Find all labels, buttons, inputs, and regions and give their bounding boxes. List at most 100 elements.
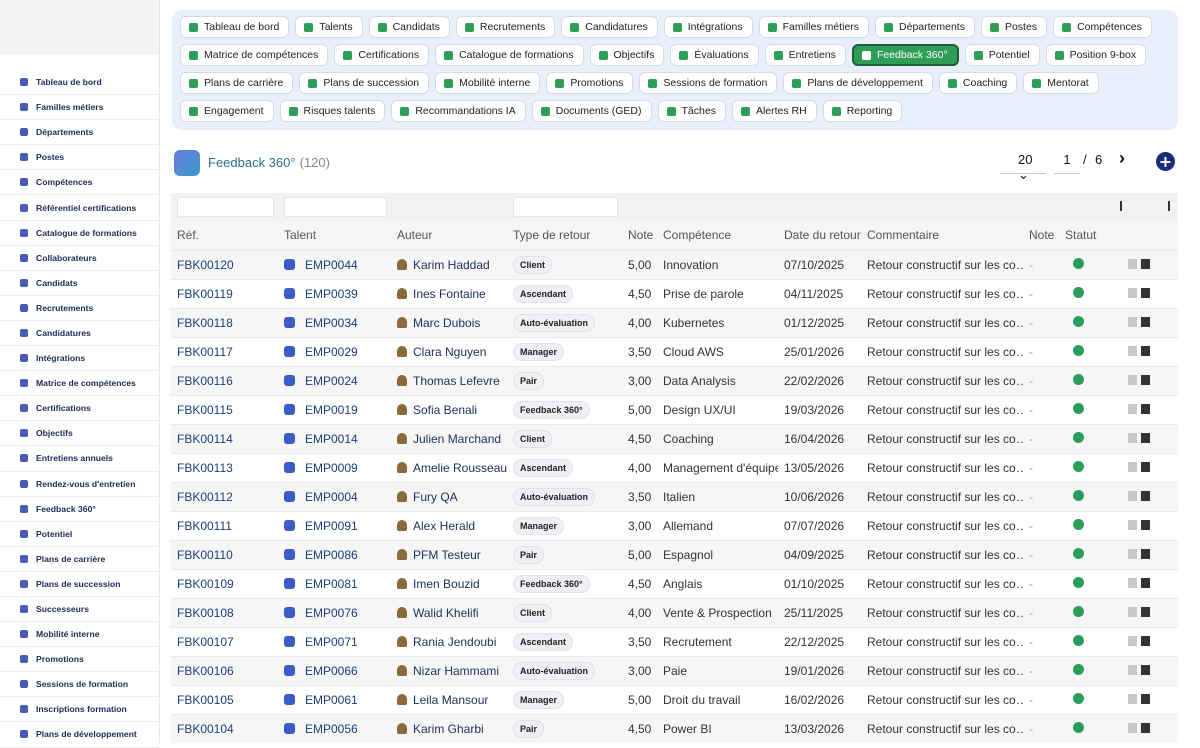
table-row[interactable]: FBK00104 EMP0056 Karim Gharbi Pair 4,50 Power… xyxy=(171,713,1178,743)
sidebar-item[interactable]: Entretiens annuels xyxy=(0,446,159,472)
edit-button[interactable] xyxy=(1128,490,1137,501)
ref[interactable]: FBK00111 xyxy=(177,518,232,533)
page-size-select[interactable]: 20 ⌄ xyxy=(1000,152,1046,182)
aut[interactable]: Imen Bouzid xyxy=(413,576,480,591)
module-tab[interactable]: Risques talents xyxy=(279,100,386,122)
ref[interactable]: FBK00110 xyxy=(177,547,233,562)
aut[interactable]: Sofia Benali xyxy=(413,402,478,417)
sidebar-item[interactable]: Potentiel xyxy=(0,522,159,547)
table-row[interactable]: FBK00120 EMP0044 Karim Haddad Client 5,00 Inn… xyxy=(171,249,1178,279)
aut[interactable]: Julien Marchand xyxy=(413,431,502,446)
column-header[interactable]: Commentaire xyxy=(861,220,1023,250)
delete-button[interactable] xyxy=(1141,664,1150,675)
edit-button[interactable] xyxy=(1128,374,1137,385)
module-tab[interactable]: Matrice de compétences xyxy=(180,44,329,66)
delete-button[interactable] xyxy=(1141,635,1150,646)
sidebar-item[interactable]: Plans de succession xyxy=(0,572,159,597)
delete-button[interactable] xyxy=(1141,258,1150,269)
column-header[interactable]: Auteur xyxy=(391,220,507,250)
emp[interactable]: EMP0044 xyxy=(305,257,358,272)
module-tab[interactable]: Tableau de bord xyxy=(180,16,290,38)
sidebar-item[interactable]: Objectifs xyxy=(0,421,159,447)
sidebar-item[interactable]: Candidats xyxy=(0,271,159,296)
table-row[interactable]: FBK00116 EMP0024 Thomas Lefevre Pair 3,00 Dat… xyxy=(171,365,1178,395)
aut[interactable]: Nizar Hammami xyxy=(413,663,500,678)
emp[interactable]: EMP0019 xyxy=(305,402,358,417)
emp[interactable]: EMP0009 xyxy=(305,460,358,475)
emp[interactable]: EMP0024 xyxy=(305,373,358,388)
emp[interactable]: EMP0071 xyxy=(305,634,358,649)
emp[interactable]: EMP0076 xyxy=(305,605,358,620)
module-tab[interactable]: Engagement xyxy=(180,100,274,122)
emp[interactable]: EMP0066 xyxy=(305,663,358,678)
delete-button[interactable] xyxy=(1141,548,1150,559)
table-row[interactable]: FBK00108 EMP0076 Walid Khelifi Client 4,00 Ve… xyxy=(171,597,1178,627)
emp[interactable]: EMP0091 xyxy=(305,518,358,533)
sidebar-item[interactable]: Rendez-vous d'entretien xyxy=(0,472,159,497)
emp[interactable]: EMP0081 xyxy=(305,576,358,591)
emp[interactable]: EMP0039 xyxy=(305,286,358,301)
ref[interactable]: FBK00118 xyxy=(177,315,233,330)
page-input[interactable]: 1 xyxy=(1054,152,1080,174)
edit-button[interactable] xyxy=(1128,403,1137,414)
sidebar-item[interactable]: Postes xyxy=(0,145,159,171)
ref[interactable]: FBK00119 xyxy=(177,286,233,301)
table-row[interactable]: FBK00118 EMP0034 Marc Dubois Auto-évaluatio… xyxy=(171,307,1178,337)
module-tab[interactable]: Compétences xyxy=(1053,16,1152,38)
sidebar-item[interactable]: Matrice de compétences xyxy=(0,371,159,397)
column-header[interactable]: Réf. xyxy=(171,220,278,250)
ref[interactable]: FBK00120 xyxy=(177,257,234,272)
module-tab[interactable]: Position 9-box xyxy=(1045,44,1147,66)
sidebar-item[interactable]: Inscriptions formation xyxy=(0,697,159,723)
sidebar-item[interactable]: Départements xyxy=(0,120,159,146)
sidebar-item[interactable]: Collaborateurs xyxy=(0,246,159,271)
module-tab[interactable]: Postes xyxy=(980,16,1048,38)
edit-button[interactable] xyxy=(1128,287,1137,298)
ref[interactable]: FBK00113 xyxy=(177,460,233,475)
delete-button[interactable] xyxy=(1141,345,1150,356)
add-button[interactable]: + xyxy=(1156,152,1175,171)
column-header[interactable]: Compétence xyxy=(657,220,778,250)
edit-button[interactable] xyxy=(1128,432,1137,443)
aut[interactable]: Thomas Lefevre xyxy=(413,373,500,388)
emp[interactable]: EMP0034 xyxy=(305,315,358,330)
edit-button[interactable] xyxy=(1128,693,1137,704)
module-tab[interactable]: Objectifs xyxy=(589,44,665,66)
edit-button[interactable] xyxy=(1128,664,1137,675)
sidebar-item[interactable]: Plans de carrière xyxy=(0,547,159,572)
column-header[interactable]: Note xyxy=(622,220,657,250)
table-row[interactable]: FBK00112 EMP0004 Fury QA Auto-évaluation 3,5… xyxy=(171,481,1178,511)
emp[interactable]: EMP0014 xyxy=(305,431,358,446)
ref[interactable]: FBK00116 xyxy=(177,373,233,388)
module-tab[interactable]: Promotions xyxy=(546,72,634,94)
module-tab[interactable]: Candidatures xyxy=(561,16,658,38)
module-tab[interactable]: Plans de développement xyxy=(783,72,933,94)
filter-input[interactable] xyxy=(513,196,618,217)
edit-button[interactable] xyxy=(1128,548,1137,559)
next-page[interactable]: › xyxy=(1119,148,1125,168)
module-tab[interactable]: Certifications xyxy=(334,44,430,66)
aut[interactable]: Ines Fontaine xyxy=(413,286,486,301)
aut[interactable]: Clara Nguyen xyxy=(413,344,487,359)
edit-button[interactable] xyxy=(1128,461,1137,472)
edit-button[interactable] xyxy=(1128,345,1137,356)
module-tab[interactable]: Tâches xyxy=(657,100,726,122)
edit-button[interactable] xyxy=(1128,606,1137,617)
emp[interactable]: EMP0061 xyxy=(305,692,358,707)
delete-button[interactable] xyxy=(1141,316,1150,327)
module-tab[interactable]: Départements xyxy=(875,16,975,38)
sidebar-item[interactable]: Mobilité interne xyxy=(0,622,159,648)
table-row[interactable]: FBK00109 EMP0081 Imen Bouzid Feedback 360° 4… xyxy=(171,568,1178,598)
edit-button[interactable] xyxy=(1128,258,1137,269)
sidebar-item[interactable]: Plans de développement xyxy=(0,722,159,748)
column-header[interactable]: Talent xyxy=(278,220,391,250)
module-tab[interactable]: Talents xyxy=(295,16,363,38)
module-tab[interactable]: Documents (GED) xyxy=(531,100,652,122)
emp[interactable]: EMP0004 xyxy=(305,489,358,504)
delete-button[interactable] xyxy=(1141,577,1150,588)
sidebar-item[interactable]: Candidatures xyxy=(0,321,159,347)
module-tab[interactable]: Potentiel xyxy=(964,44,1040,66)
module-tab[interactable]: Feedback 360° xyxy=(851,44,959,66)
table-row[interactable]: FBK00105 EMP0061 Leila Mansour Manager 5,00 D… xyxy=(171,684,1178,714)
aut[interactable]: Karim Gharbi xyxy=(413,721,484,736)
